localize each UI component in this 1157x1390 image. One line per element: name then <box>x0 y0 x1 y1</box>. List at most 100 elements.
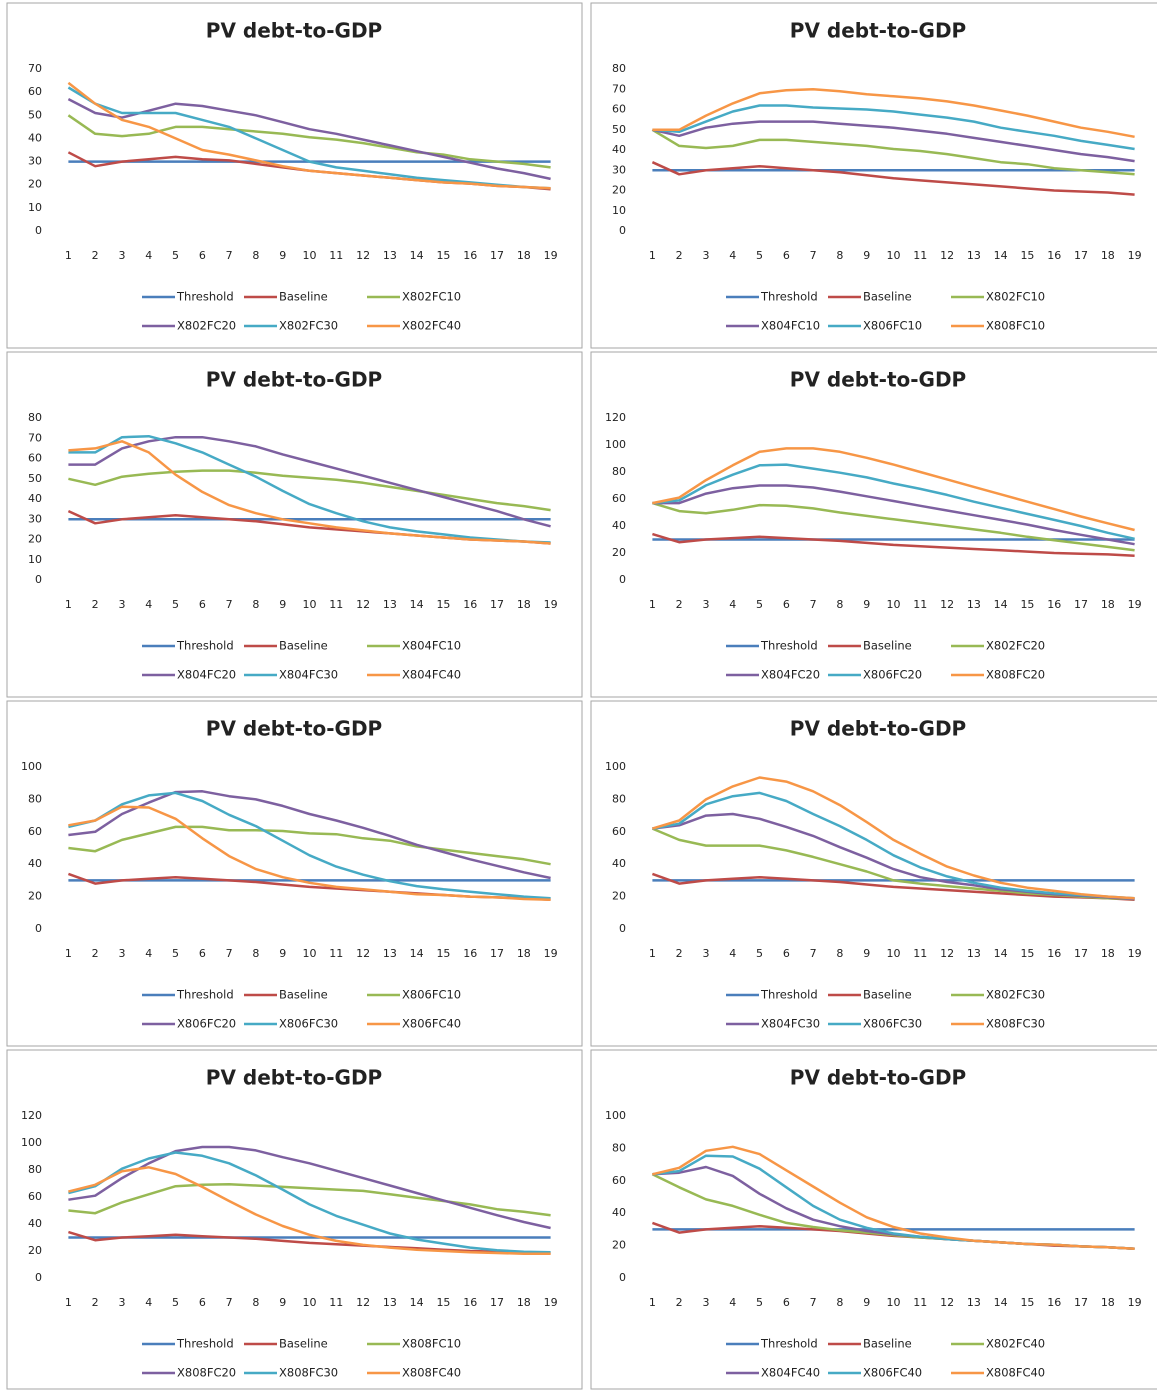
x-tick-label: 8 <box>252 249 259 262</box>
x-tick-label: 6 <box>783 947 790 960</box>
y-tick-label: 20 <box>612 890 626 903</box>
chart-title: PV debt-to-GDP <box>206 1066 382 1090</box>
x-tick-label: 14 <box>410 598 424 611</box>
x-tick-label: 19 <box>544 1296 558 1309</box>
legend-label: Baseline <box>863 290 912 304</box>
x-tick-label: 13 <box>383 1296 397 1309</box>
x-tick-label: 8 <box>252 598 259 611</box>
x-tick-label: 16 <box>463 598 477 611</box>
legend-label: X806FC20 <box>863 668 922 682</box>
x-tick-label: 1 <box>649 1296 656 1309</box>
series-line <box>68 1166 551 1255</box>
x-tick-label: 2 <box>676 249 683 262</box>
series-line <box>68 805 551 902</box>
x-tick-label: 17 <box>490 947 504 960</box>
x-tick-label: 5 <box>756 1296 763 1309</box>
x-tick-label: 15 <box>436 947 450 960</box>
y-tick-label: 30 <box>28 155 42 168</box>
x-tick-label: 9 <box>279 947 286 960</box>
y-tick-label: 80 <box>28 1163 42 1176</box>
legend-label: Baseline <box>279 290 328 304</box>
x-tick-label: 17 <box>490 249 504 262</box>
x-tick-label: 5 <box>172 249 179 262</box>
y-tick-label: 80 <box>612 1141 626 1154</box>
legend-label: Baseline <box>279 639 328 653</box>
legend-label: X808FC40 <box>986 1366 1045 1380</box>
x-tick-label: 12 <box>940 598 954 611</box>
x-tick-label: 11 <box>913 598 927 611</box>
legend-label: X802FC20 <box>177 319 236 333</box>
x-tick-label: 2 <box>92 1296 99 1309</box>
x-tick-label: 17 <box>490 598 504 611</box>
x-tick-label: 10 <box>303 598 317 611</box>
x-tick-label: 11 <box>329 598 343 611</box>
y-tick-label: 60 <box>612 103 626 116</box>
x-tick-label: 18 <box>1101 598 1115 611</box>
y-tick-label: 80 <box>612 465 626 478</box>
series-line <box>651 161 1135 196</box>
legend-label: X804FC30 <box>761 1017 820 1031</box>
y-tick-label: 40 <box>612 857 626 870</box>
y-tick-label: 60 <box>28 825 42 838</box>
y-tick-label: 80 <box>28 792 42 805</box>
x-tick-label: 19 <box>544 598 558 611</box>
chart-title: PV debt-to-GDP <box>790 368 966 392</box>
panel <box>6 1049 583 1390</box>
y-tick-label: 0 <box>619 573 626 586</box>
x-tick-label: 18 <box>517 1296 531 1309</box>
x-tick-label: 13 <box>967 1296 981 1309</box>
y-tick-label: 20 <box>612 1239 626 1252</box>
x-tick-label: 10 <box>887 1296 901 1309</box>
series-line <box>652 88 1135 139</box>
legend-label: X804FC20 <box>177 668 236 682</box>
x-tick-label: 15 <box>436 598 450 611</box>
legend-label: Baseline <box>863 988 912 1002</box>
y-tick-label: 60 <box>612 1174 626 1187</box>
x-tick-label: 12 <box>356 249 370 262</box>
x-tick-label: 3 <box>702 947 709 960</box>
series-line <box>68 1145 551 1230</box>
series-line <box>68 435 551 528</box>
series-line <box>68 825 551 866</box>
x-tick-label: 17 <box>1074 249 1088 262</box>
legend-label: X806FC10 <box>863 319 922 333</box>
legend-label: X804FC10 <box>761 319 820 333</box>
x-tick-label: 13 <box>967 947 981 960</box>
y-tick-label: 40 <box>28 131 42 144</box>
x-tick-label: 6 <box>199 947 206 960</box>
legend-label: X808FC20 <box>986 668 1045 682</box>
y-tick-label: 50 <box>612 123 626 136</box>
x-tick-label: 7 <box>226 249 233 262</box>
x-tick-label: 7 <box>226 947 233 960</box>
y-tick-label: 0 <box>35 922 42 935</box>
x-tick-label: 15 <box>1020 598 1034 611</box>
x-tick-label: 1 <box>65 1296 72 1309</box>
y-tick-label: 60 <box>28 85 42 98</box>
series-line <box>68 1230 551 1255</box>
x-tick-label: 17 <box>1074 1296 1088 1309</box>
x-tick-label: 10 <box>303 249 317 262</box>
x-tick-label: 7 <box>810 598 817 611</box>
series-line <box>652 463 1135 541</box>
x-tick-label: 13 <box>383 598 397 611</box>
x-tick-label: 2 <box>92 947 99 960</box>
x-tick-label: 16 <box>1047 598 1061 611</box>
y-tick-label: 20 <box>612 184 626 197</box>
x-tick-label: 16 <box>1047 1296 1061 1309</box>
legend-label: X802FC10 <box>986 290 1045 304</box>
y-tick-label: 40 <box>612 519 626 532</box>
x-tick-label: 19 <box>1128 598 1142 611</box>
x-tick-label: 8 <box>252 1296 259 1309</box>
y-tick-label: 100 <box>605 438 626 451</box>
x-tick-label: 18 <box>517 947 531 960</box>
x-tick-label: 6 <box>783 598 790 611</box>
series-line <box>68 790 551 880</box>
x-tick-label: 1 <box>65 249 72 262</box>
x-tick-label: 18 <box>1101 249 1115 262</box>
y-tick-label: 70 <box>28 62 42 75</box>
x-tick-label: 3 <box>118 598 125 611</box>
x-tick-label: 4 <box>145 947 152 960</box>
x-tick-label: 5 <box>756 249 763 262</box>
legend-label: X808FC10 <box>986 319 1045 333</box>
legend-label: X802FC40 <box>986 1337 1045 1351</box>
